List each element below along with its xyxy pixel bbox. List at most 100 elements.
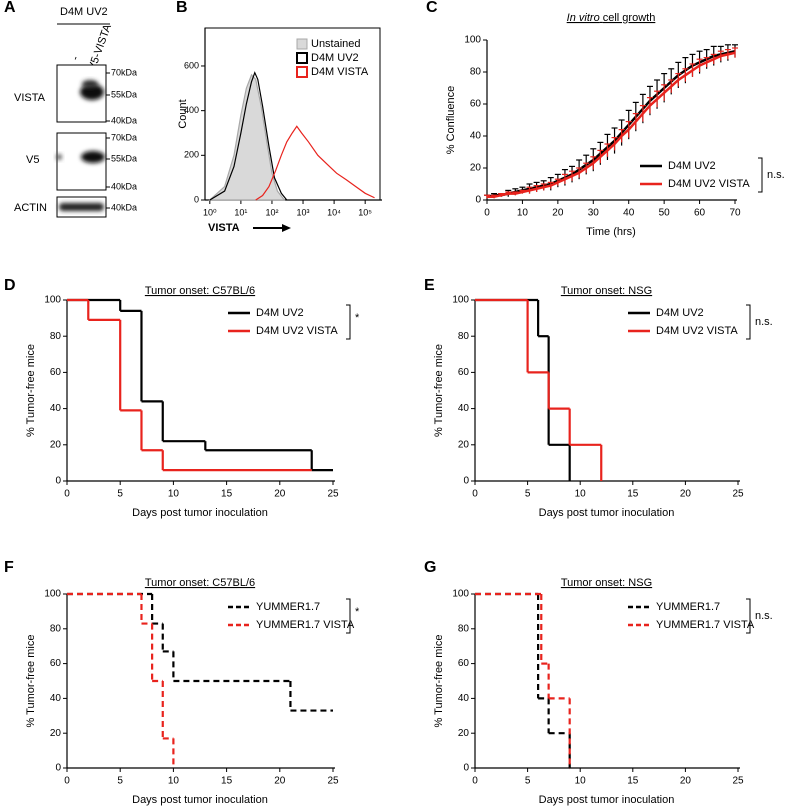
bracket [746,304,751,340]
curve [255,125,375,201]
x-tick-label: 0 [472,776,478,787]
marker-label: 55kDa [111,89,137,99]
x-tick-label: 5 [525,489,531,500]
y-tick-label: 20 [50,728,62,739]
x-tick-label: 10¹ [234,207,247,217]
x-tick-label: 25 [327,489,339,500]
marker-label: 55kDa [111,153,137,163]
y-tick-label: 40 [458,403,470,414]
x-axis-label: Time (hrs) [586,226,636,238]
y-tick-label: 100 [44,295,61,306]
arrow-head [282,224,291,232]
y-tick-label: 20 [458,728,470,739]
x-tick-label: 25 [732,776,744,787]
x-tick-label: 10² [265,207,278,217]
title-text: Tumor onset: C57BL/6 [145,577,255,589]
x-tick-label: 10 [517,208,529,219]
y-tick-label: 80 [50,623,62,634]
legend-label: D4M UV2 [311,52,359,64]
x-axis-label: Days post tumor inoculation [539,507,675,519]
y-tick-label: 60 [470,99,482,110]
chart: 0 20 40 60 80 100 0 10 20 30 40 50 60 70 % Confluence T… [445,12,785,238]
x-tick-label: 20 [680,776,692,787]
x-tick-label: 0 [64,776,70,787]
marker-label: 40kDa [111,115,137,125]
curve [487,51,736,199]
legend-label: YUMMER1.7 [656,601,720,613]
x-tick-label: 50 [659,208,671,219]
legend-label: D4M VISTA [311,66,369,78]
y-tick-label: 20 [470,163,482,174]
x-tick-label: 20 [552,208,564,219]
y-tick-label: 40 [470,131,482,142]
title-prefix: In vitro [567,12,600,24]
panel-label: F [4,559,14,576]
x-axis-label: Days post tumor inoculation [132,507,268,519]
y-tick-label: 40 [458,693,470,704]
chart: 0 20 40 60 80 100 0 5 10 15 20 25 % Tumor-free mice D… [25,577,360,806]
bracket [346,598,351,634]
x-tick-label: 15 [627,489,639,500]
row-label: ACTIN [14,202,47,214]
y-tick-label: 80 [458,623,470,634]
legend-swatch [296,66,308,78]
legend-label: D4M UV2 [668,160,716,172]
y-tick-label: 60 [458,367,470,378]
y-axis-label: % Confluence [445,86,457,155]
chart: 0 20 40 60 80 100 0 5 10 15 20 25 % Tumor-free mice D… [433,285,773,519]
marker-label: 40kDa [111,202,137,212]
row-label: V5 [26,154,39,166]
band [81,151,105,163]
y-tick-label: 0 [55,476,61,487]
y-tick-label: 400 [184,105,199,115]
x-tick-label: 0 [64,489,70,500]
chart: 0 200 400 600 10⁰ 10¹ 10² 10³ 10⁴ 10⁵ Count VISTA Un… [177,27,382,234]
bracket [346,304,351,340]
y-axis-label: % Tumor-free mice [433,344,445,437]
y-tick-label: 100 [452,295,469,306]
y-tick-label: 200 [184,150,199,160]
x-tick-label: 30 [588,208,600,219]
blot-panel: D4M UV2 - V5-VISTA VISTA V5 ACTIN [14,6,114,218]
x-tick-label: 0 [484,208,490,219]
x-tick-label: 5 [117,776,123,787]
annotation: n.s. [755,316,773,328]
x-axis-label: Days post tumor inoculation [132,794,268,806]
y-axis-label: % Tumor-free mice [433,635,445,728]
legend-label: D4M UV2 VISTA [668,178,750,190]
bracket [746,598,751,634]
panel-label: G [424,559,436,576]
annotation: * [355,606,360,618]
curve [486,49,736,199]
y-tick-label: 60 [50,367,62,378]
chart-title: Tumor onset: NSG [561,577,652,589]
marker-label: 70kDa [111,132,137,142]
legend-label: YUMMER1.7 VISTA [256,619,355,631]
title-text: Tumor onset: C57BL/6 [145,285,255,297]
y-tick-label: 80 [50,331,62,342]
y-tick-label: 60 [458,658,470,669]
y-tick-label: 20 [50,439,62,450]
x-tick-label: 10 [575,489,587,500]
x-tick-label: 10⁵ [358,207,372,217]
chart: 0 20 40 60 80 100 0 5 10 15 20 25 % Tumor-free mice D… [25,285,360,519]
blot-header: D4M UV2 [60,6,108,18]
y-tick-label: 80 [470,67,482,78]
x-tick-label: 10⁰ [203,207,217,217]
y-tick-label: 20 [458,439,470,450]
x-tick-label: 10 [168,776,180,787]
x-tick-label: 15 [627,776,639,787]
y-tick-label: 100 [44,589,61,600]
chart-title: Tumor onset: C57BL/6 [145,285,255,297]
x-tick-label: 20 [274,776,286,787]
y-axis-label: % Tumor-free mice [25,635,37,728]
x-tick-label: 70 [729,208,741,219]
title-text: Tumor onset: NSG [561,285,652,297]
chart-title: Tumor onset: C57BL/6 [145,577,255,589]
x-tick-label: 15 [221,489,233,500]
y-tick-label: 100 [452,589,469,600]
band [80,84,104,100]
annotation: * [355,312,360,324]
y-tick-label: 0 [194,194,199,204]
